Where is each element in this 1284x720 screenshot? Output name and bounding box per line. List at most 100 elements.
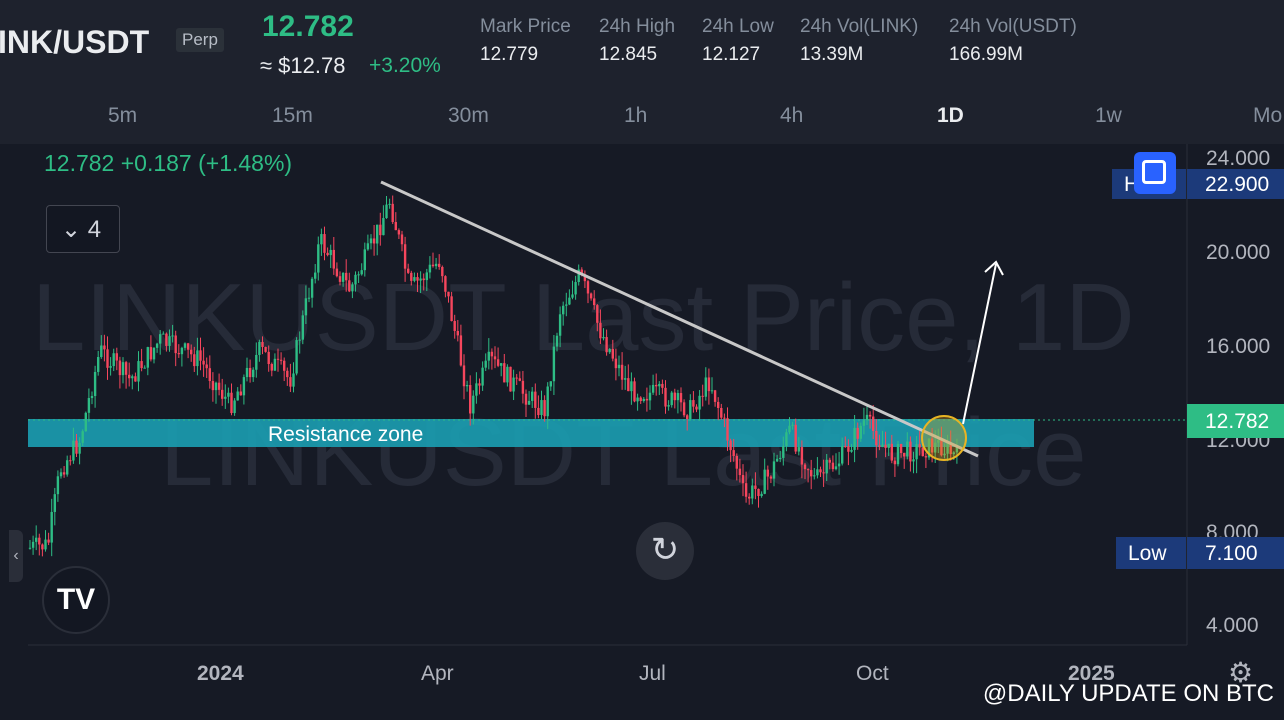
stat-24h-vol-usdt: 24h Vol(USDT) 166.99M (949, 16, 1077, 66)
candle-body (242, 377, 246, 396)
candle-body (472, 395, 475, 414)
reset-chart-icon[interactable]: ↻ (636, 522, 694, 580)
candle-body (599, 322, 602, 339)
candle-body (351, 284, 354, 292)
candle-body (320, 234, 323, 245)
candle-body (583, 274, 587, 282)
candle-body (348, 280, 351, 292)
candle-body (521, 380, 525, 394)
candle-body (524, 393, 528, 405)
candle-body (788, 425, 791, 433)
candle-body (754, 485, 757, 489)
candle-body (90, 396, 94, 399)
candle-body (354, 274, 357, 285)
candle-body (757, 488, 760, 496)
candle-body (72, 440, 75, 461)
settings-gear-icon[interactable]: ⚙ (1228, 657, 1254, 688)
candle-body (543, 400, 546, 417)
candle-body (540, 400, 543, 416)
breakout-arrow-head (984, 260, 1004, 276)
candle-body (534, 391, 537, 408)
stat-label: 24h Low (702, 16, 774, 37)
timeframe-1d[interactable]: 1D (937, 104, 964, 127)
candle-body (283, 360, 286, 371)
candle-body (165, 333, 168, 346)
candle-body (100, 345, 103, 358)
candle-body (816, 469, 819, 476)
candle-body (785, 432, 788, 447)
candle-body (332, 249, 335, 269)
candle-body (38, 537, 41, 545)
indicators-toggle[interactable]: ⌄ 4 (46, 205, 120, 253)
candle-body (255, 354, 258, 370)
candle-body (741, 475, 745, 484)
timeframe-4h[interactable]: 4h (780, 104, 804, 127)
candle-body (723, 417, 726, 419)
candle-body (692, 400, 695, 407)
stat-24h-high: 24h High 12.845 (599, 16, 675, 66)
tradingview-logo-icon[interactable]: TV (42, 566, 110, 634)
descending-trendline[interactable] (380, 180, 979, 458)
candle-body (952, 452, 955, 455)
candle-body (813, 475, 816, 477)
breakout-arrow[interactable] (962, 263, 997, 425)
candle-body (444, 276, 447, 292)
candle-body (878, 445, 881, 447)
candle-body (841, 446, 844, 464)
candle-body (571, 294, 574, 298)
candle-body (171, 335, 174, 337)
candle-body (357, 274, 360, 276)
candle-body (407, 268, 410, 273)
symbol-name[interactable]: INK/USDT (0, 24, 150, 60)
candle-body (469, 385, 472, 414)
breakout-highlight-circle[interactable] (921, 415, 967, 461)
candle-body (915, 444, 918, 460)
candle-body (146, 347, 149, 368)
candle-body (97, 357, 100, 372)
candle-body (84, 412, 87, 432)
candle-body (56, 476, 60, 495)
candle-body (47, 539, 50, 543)
candle-body (760, 493, 763, 496)
timeframe-1w[interactable]: 1w (1095, 104, 1122, 127)
candle-body (651, 384, 655, 393)
price-chart[interactable]: LINKUSDT Last Price, 1D LINKUSDT Last Pr… (0, 144, 1284, 700)
candle-body (896, 443, 900, 465)
candle-body (481, 367, 484, 386)
candle-body (140, 361, 143, 369)
candle-body (118, 360, 122, 376)
candle-body (912, 459, 915, 462)
candle-body (109, 366, 112, 368)
timeframe-month[interactable]: Mo (1253, 104, 1283, 127)
candle-body (797, 447, 800, 452)
candle-body (611, 349, 614, 359)
candle-body (927, 438, 931, 458)
candle-body (50, 511, 53, 543)
candle-body (676, 393, 680, 401)
candle-body (128, 374, 131, 379)
candle-body (837, 463, 841, 467)
resistance-zone[interactable] (28, 419, 1034, 447)
timeframe-1h[interactable]: 1h (624, 104, 648, 127)
candle-body (707, 377, 711, 392)
candle-body (732, 450, 735, 456)
indicator-count: 4 (87, 216, 102, 243)
contract-type-badge: Perp (176, 28, 224, 52)
candle-body (946, 442, 949, 454)
stat-value: 13.39M (800, 44, 864, 65)
candle-body (221, 389, 224, 399)
fullscreen-icon[interactable] (1134, 152, 1176, 194)
timeframe-15m[interactable]: 15m (272, 104, 313, 127)
timeframe-5m[interactable]: 5m (108, 104, 138, 127)
candle-body (509, 366, 512, 392)
candle-body (394, 222, 397, 231)
candle-body (87, 398, 91, 413)
candle-body (506, 366, 509, 383)
candle-body (658, 383, 661, 387)
x-tick: Apr (421, 662, 454, 685)
candle-body (93, 371, 97, 397)
collapse-toolbar-icon[interactable]: ‹ (9, 530, 23, 582)
candle-body (270, 364, 273, 371)
timeframe-30m[interactable]: 30m (448, 104, 489, 127)
candle-body (930, 438, 934, 453)
